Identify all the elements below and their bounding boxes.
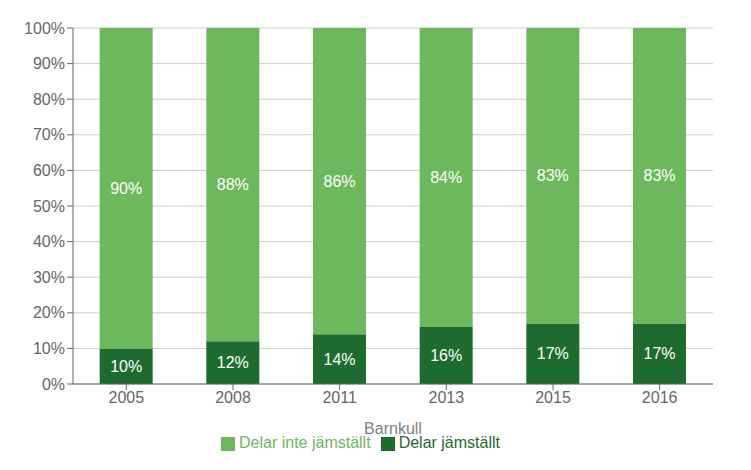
svg-text:17%: 17% — [643, 345, 675, 362]
svg-text:100%: 100% — [24, 20, 65, 37]
svg-text:2013: 2013 — [429, 389, 465, 406]
svg-text:2015: 2015 — [535, 389, 571, 406]
html-text:Delar inte jämställt: Delar inte jämställt — [239, 434, 371, 451]
svg-text:80%: 80% — [33, 91, 65, 108]
svg-text:88%: 88% — [217, 176, 249, 193]
svg-text:16%: 16% — [430, 347, 462, 364]
svg-text:17%: 17% — [537, 345, 569, 362]
svg-text:70%: 70% — [33, 126, 65, 143]
svg-text:2016: 2016 — [642, 389, 678, 406]
svg-text:90%: 90% — [110, 180, 142, 197]
svg-text:60%: 60% — [33, 162, 65, 179]
svg-text:Barnkull: Barnkull — [364, 420, 422, 437]
svg-text:83%: 83% — [643, 167, 675, 184]
svg-text:2011: 2011 — [322, 389, 357, 406]
svg-text:14%: 14% — [323, 351, 355, 368]
svg-text:50%: 50% — [33, 198, 65, 215]
svg-text:12%: 12% — [217, 354, 249, 371]
svg-text:86%: 86% — [323, 173, 355, 190]
svg-text:0%: 0% — [42, 376, 65, 393]
svg-text:30%: 30% — [33, 269, 65, 286]
svg-text:10%: 10% — [110, 358, 142, 375]
svg-text:20%: 20% — [33, 304, 65, 321]
svg-text:84%: 84% — [430, 169, 462, 186]
html-text:Delar jämställt: Delar jämställt — [398, 434, 500, 451]
svg-text:40%: 40% — [33, 233, 65, 250]
svg-text:10%: 10% — [33, 340, 65, 357]
svg-text:90%: 90% — [33, 55, 65, 72]
svg-text:2008: 2008 — [215, 389, 251, 406]
svg-text:2005: 2005 — [109, 389, 145, 406]
svg-text:83%: 83% — [537, 167, 569, 184]
